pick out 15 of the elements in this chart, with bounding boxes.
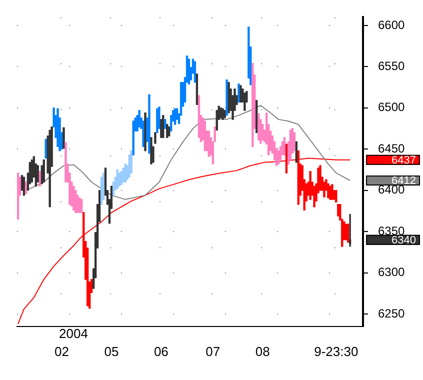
x-tick-label: 05 <box>104 344 119 359</box>
x-tick-label: 08 <box>255 344 270 359</box>
y-tick-label: 6450 <box>378 141 406 156</box>
text: 6340 <box>392 234 416 246</box>
y-tick-label: 6250 <box>378 306 406 320</box>
x-tick-label: 06 <box>154 344 168 359</box>
x-tick-label: 07 <box>206 344 220 359</box>
text: 6437 <box>392 154 416 166</box>
y-tick-label: 6550 <box>378 58 406 73</box>
y-tick-label: 6500 <box>378 100 406 114</box>
x-tick-label: 9-23:30 <box>314 344 358 359</box>
annotation: 2004 <box>59 326 88 341</box>
x-tick-label: 02 <box>54 344 69 359</box>
y-tick-label: 6300 <box>378 265 406 280</box>
y-tick-label: 6600 <box>378 18 406 32</box>
